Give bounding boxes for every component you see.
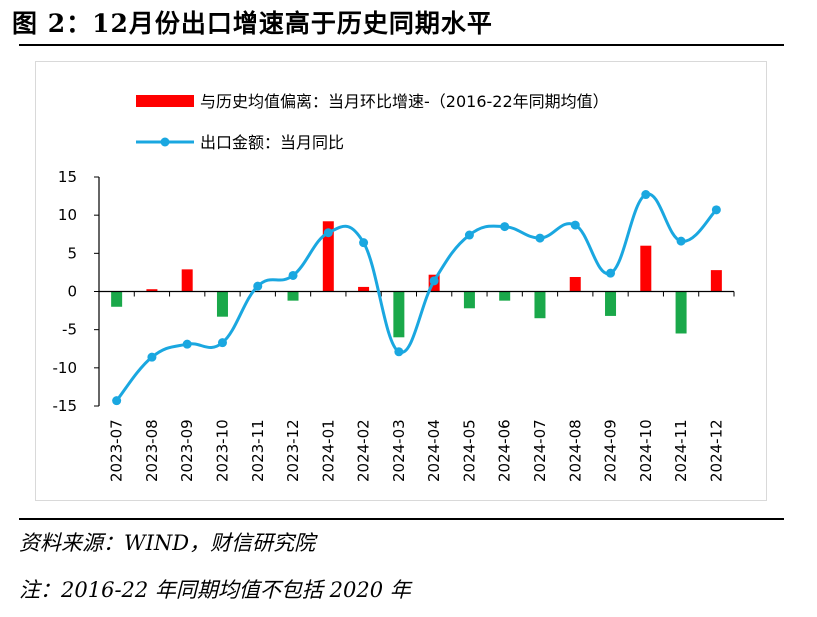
x-tick-label: 2024-08 — [566, 419, 584, 482]
legend-line-marker — [160, 137, 170, 147]
line-point-2024-04 — [429, 276, 439, 286]
bar-2024-08 — [569, 276, 581, 292]
line-point-2024-01 — [323, 228, 333, 238]
line-point-2024-07 — [535, 233, 545, 243]
x-tick-label: 2023-09 — [178, 419, 196, 482]
x-tick-label: 2024-07 — [531, 419, 549, 482]
line-point-2023-10 — [217, 338, 227, 348]
line-point-2024-10 — [641, 190, 651, 200]
x-tick-label: 2023-12 — [284, 419, 302, 482]
figure-title: 图 2：12月份出口增速高于历史同期水平 — [12, 9, 493, 38]
bar-2024-07 — [534, 291, 546, 319]
line-point-2024-08 — [570, 220, 580, 230]
y-tick-label: -5 — [62, 321, 77, 339]
y-tick-label: 5 — [67, 244, 77, 262]
line-point-2024-06 — [500, 222, 510, 232]
x-tick-label: 2024-04 — [425, 419, 443, 482]
x-tick-label: 2023-07 — [108, 419, 126, 482]
line-point-2024-12 — [711, 205, 721, 215]
bar-2024-02 — [358, 286, 370, 292]
x-tick-label: 2024-11 — [672, 419, 690, 482]
x-tick-label: 2024-01 — [319, 419, 337, 482]
y-axis: 15 10 5 0 -5 -10 -15 — [53, 168, 100, 415]
x-tick-label: 2023-10 — [213, 419, 231, 482]
bar-2023-10 — [216, 291, 228, 317]
bar-2024-12 — [710, 270, 722, 292]
line-point-2024-09 — [606, 268, 616, 278]
x-tick-label: 2024-05 — [460, 419, 478, 482]
bar-2024-05 — [463, 291, 475, 309]
line-point-2024-03 — [394, 347, 404, 357]
y-tick-label: 15 — [58, 168, 77, 186]
bar-2023-08 — [146, 289, 158, 292]
legend: 与历史均值偏离：当月环比增速-（2016-22年同期均值） 出口金额：当月同比 — [136, 92, 609, 152]
line-point-2023-08 — [147, 352, 157, 362]
bar-2023-07 — [111, 291, 123, 307]
line-point-2023-09 — [182, 339, 192, 349]
bar-series — [111, 221, 722, 338]
bar-2024-10 — [640, 245, 652, 292]
line-point-2023-07 — [112, 396, 122, 406]
legend-bar-label: 与历史均值偏离：当月环比增速-（2016-22年同期均值） — [200, 92, 609, 111]
x-tick-label: 2024-12 — [707, 419, 725, 482]
x-tick-label: 2023-11 — [249, 419, 267, 482]
bar-2024-09 — [605, 291, 617, 316]
x-tick-labels: 2023-07 2023-08 2023-09 2023-10 2023-11 2023-… — [108, 419, 726, 482]
line-point-2023-12 — [288, 270, 298, 280]
chart-frame — [35, 61, 767, 501]
x-tick-label: 2024-02 — [355, 419, 373, 482]
line-point-2024-11 — [676, 236, 686, 246]
line-series — [112, 190, 721, 406]
line-path — [115, 192, 718, 402]
x-tick-label: 2024-10 — [637, 419, 655, 482]
x-tick-label: 2024-06 — [496, 419, 514, 482]
x-tick-label: 2024-03 — [390, 419, 408, 482]
line-point-2023-11 — [253, 281, 263, 291]
bar-2023-12 — [287, 291, 299, 301]
bar-2024-11 — [675, 291, 687, 334]
bar-2024-03 — [393, 291, 405, 338]
x-tick-label: 2023-08 — [143, 419, 161, 482]
source-note: 资料来源：WIND，财信研究院 — [19, 531, 316, 555]
footnote: 注：2016-22 年同期均值不包括 2020 年 — [19, 578, 411, 602]
line-point-2024-02 — [359, 238, 369, 248]
y-tick-label: -10 — [53, 359, 78, 377]
source-divider — [19, 518, 784, 520]
legend-line-label: 出口金额：当月同比 — [200, 133, 344, 152]
x-axis — [98, 290, 735, 297]
y-tick-label: 0 — [67, 283, 77, 301]
bar-2024-01 — [322, 221, 334, 292]
bar-2023-09 — [181, 269, 193, 292]
line-point-2024-05 — [464, 230, 474, 240]
title-divider — [19, 44, 784, 46]
legend-bar-swatch — [136, 95, 194, 107]
y-tick-label: 10 — [58, 206, 77, 224]
bar-2024-06 — [499, 291, 511, 301]
y-tick-label: -15 — [53, 397, 78, 415]
x-tick-label: 2024-09 — [602, 419, 620, 482]
